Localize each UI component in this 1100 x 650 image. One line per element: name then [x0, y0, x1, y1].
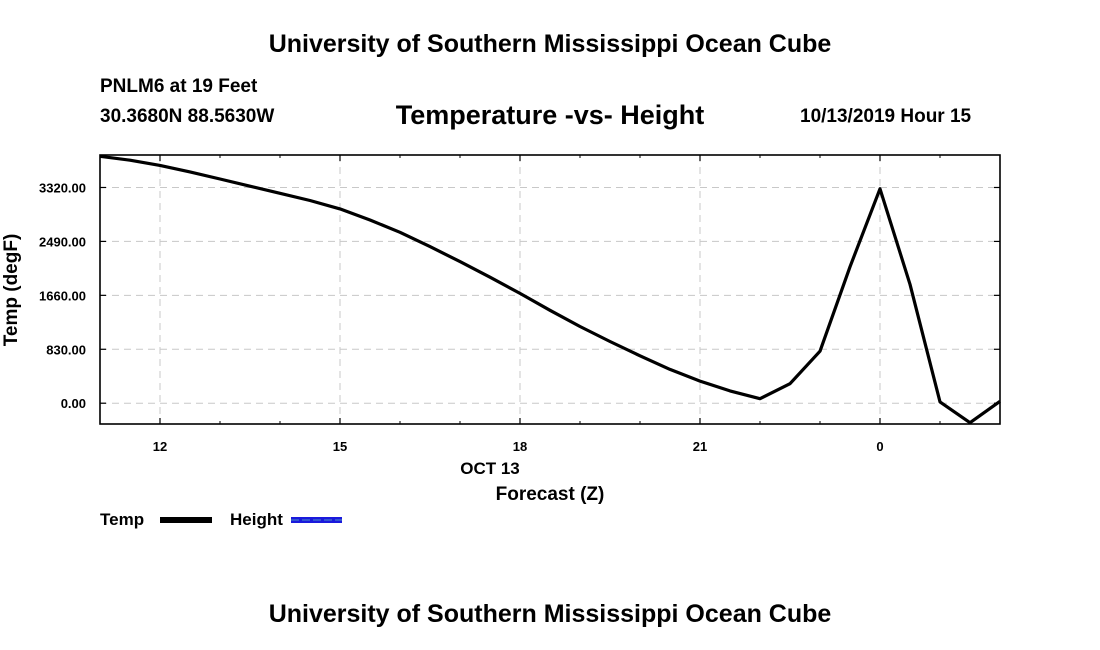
x-tick-label: 18 [513, 439, 527, 454]
plot-frame [99, 154, 1001, 425]
footer-title: University of Southern Mississippi Ocean… [268, 600, 832, 628]
y-tick-label: 2490.00 [39, 234, 86, 249]
station-coordinates: 30.3680N 88.5630W [100, 106, 275, 127]
x-tick-label: 21 [693, 439, 707, 454]
legend-label-temp: Temp [100, 510, 144, 529]
chart-title: Temperature -vs- Height [395, 100, 705, 130]
x-tick-label: 0 [876, 439, 883, 454]
axis-ticks: 12 15 18 21 0 0.00 830.00 1660.00 2490.00 3320.00 [39, 155, 1001, 454]
x-axis-label: Forecast (Z) [496, 484, 605, 505]
legend: Temp Height [100, 510, 342, 529]
y-axis-label: Temp (degF) [1, 234, 22, 347]
y-tick-label: 830.00 [46, 342, 86, 357]
y-tick-label: 0.00 [61, 396, 86, 411]
y-tick-label: 1660.00 [39, 288, 86, 303]
legend-label-height: Height [230, 510, 283, 529]
temp-series-line [99, 154, 1001, 425]
x-tick-label: 12 [153, 439, 167, 454]
y-tick-label: 3320.00 [39, 180, 86, 195]
header-title: University of Southern Mississippi Ocean… [268, 30, 832, 58]
grid-lines [100, 155, 1000, 424]
x-tick-label: 15 [333, 439, 347, 454]
station-name: PNLM6 at 19 Feet [100, 76, 258, 97]
x-axis-date-label: OCT 13 [460, 459, 520, 478]
chart-date: 10/13/2019 Hour 15 [800, 106, 972, 127]
